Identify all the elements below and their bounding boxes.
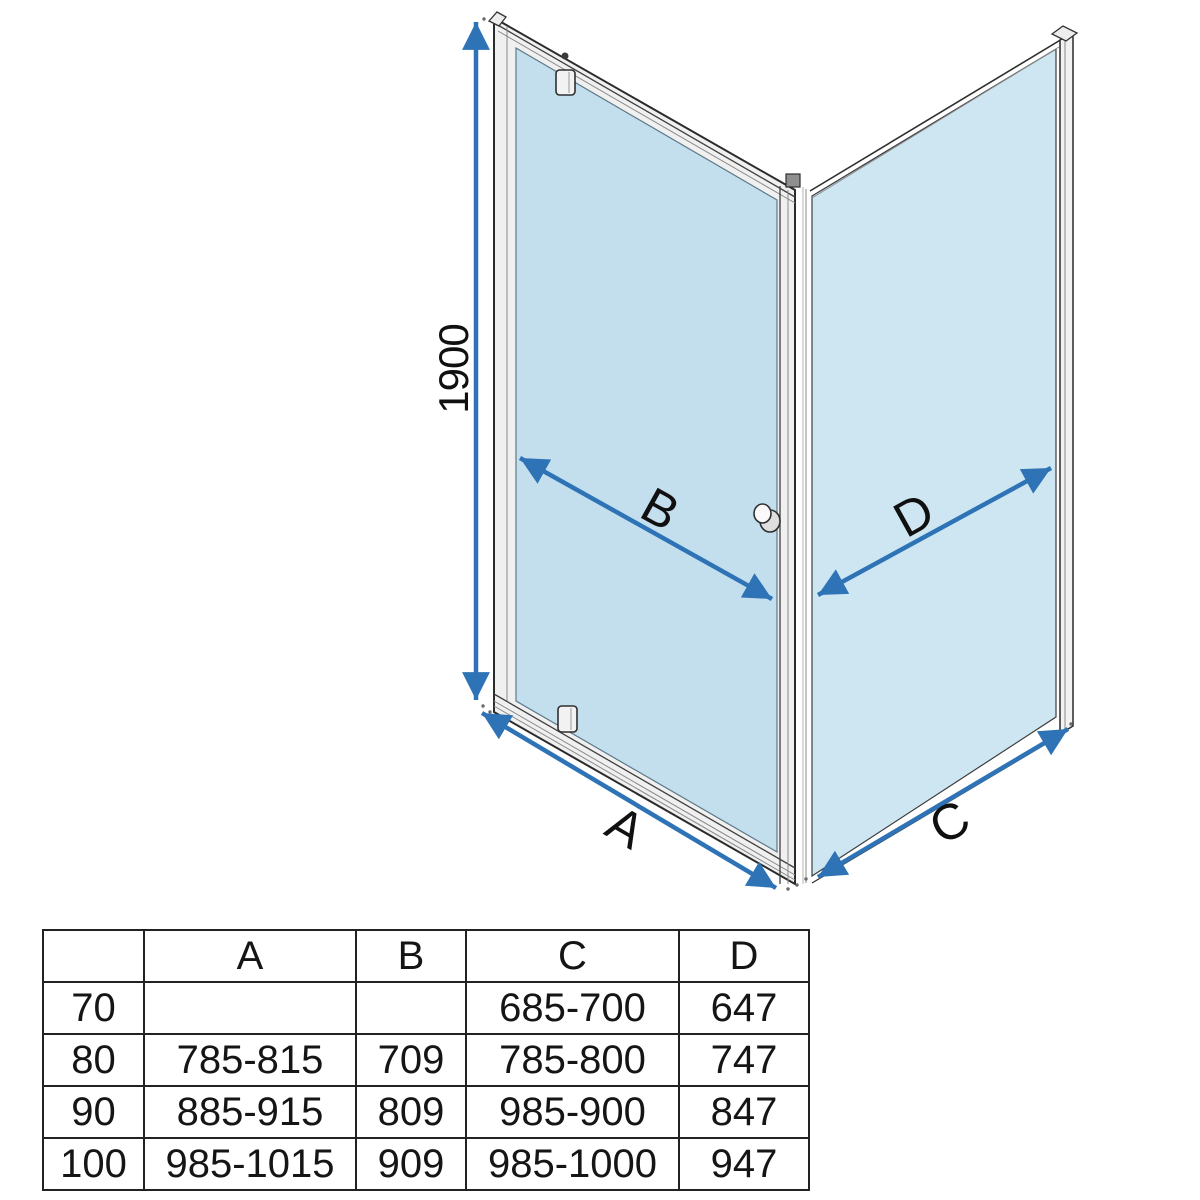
cell-b: 709 bbox=[355, 1033, 467, 1087]
side-top-corner-cap bbox=[1050, 25, 1079, 42]
cell-size: 70 bbox=[42, 981, 145, 1035]
cell-d: 847 bbox=[678, 1085, 810, 1139]
cell-c: 685-700 bbox=[465, 981, 680, 1035]
side-glass bbox=[811, 47, 1057, 878]
height-label: 1900 bbox=[430, 324, 477, 413]
leader-dots bbox=[481, 17, 1073, 891]
front-door-panel bbox=[487, 11, 796, 886]
cell-b: 909 bbox=[355, 1137, 467, 1191]
diagram-svg: 1900 B D A C bbox=[430, 11, 1079, 891]
door-top-corner-cap bbox=[487, 11, 507, 27]
cell-size: 90 bbox=[42, 1085, 145, 1139]
top-wall-bracket bbox=[555, 69, 576, 96]
cell-c: 985-1000 bbox=[465, 1137, 680, 1191]
cell-size: 100 bbox=[42, 1137, 145, 1191]
table-row: 70 685-700 647 bbox=[42, 981, 810, 1035]
dimensions-table: A B C D 70 685-700 647 80 785-815 709 78… bbox=[42, 929, 810, 1191]
door-base-dimension-arrow bbox=[480, 711, 778, 890]
header-d: D bbox=[678, 929, 810, 983]
side-panel-edge-profile bbox=[1059, 30, 1074, 736]
cell-size: 80 bbox=[42, 1033, 145, 1087]
table-header-row: A B C D bbox=[42, 929, 810, 983]
cell-d: 947 bbox=[678, 1137, 810, 1191]
cell-c: 985-900 bbox=[465, 1085, 680, 1139]
cell-d: 647 bbox=[678, 981, 810, 1035]
dimension-arrows bbox=[462, 22, 1070, 890]
cell-c: 785-800 bbox=[465, 1033, 680, 1087]
cell-b bbox=[355, 981, 467, 1035]
side-panel bbox=[802, 25, 1079, 884]
side-base-dimension-arrow bbox=[816, 727, 1070, 879]
header-b: B bbox=[355, 929, 467, 983]
door-base-label: A bbox=[597, 795, 654, 860]
header-a: A bbox=[143, 929, 357, 983]
corner-hinge-clamp bbox=[785, 173, 801, 188]
cell-a: 985-1015 bbox=[143, 1137, 357, 1191]
cell-a: 785-815 bbox=[143, 1033, 357, 1087]
screw-icon bbox=[561, 52, 569, 60]
table-row: 80 785-815 709 785-800 747 bbox=[42, 1033, 810, 1087]
shower-enclosure-diagram: 1900 B D A C bbox=[430, 11, 1079, 891]
table-row: 90 885-915 809 985-900 847 bbox=[42, 1085, 810, 1139]
header-c: C bbox=[465, 929, 680, 983]
cell-d: 747 bbox=[678, 1033, 810, 1087]
cell-b: 809 bbox=[355, 1085, 467, 1139]
side-width-dimension-arrow bbox=[816, 466, 1053, 597]
header-size bbox=[42, 929, 145, 983]
table-row: 100 985-1015 909 985-1000 947 bbox=[42, 1137, 810, 1191]
door-width-dimension-arrow bbox=[518, 456, 774, 601]
bottom-bracket bbox=[557, 705, 578, 733]
cell-a bbox=[143, 981, 357, 1035]
cell-a: 885-915 bbox=[143, 1085, 357, 1139]
door-glass bbox=[515, 46, 778, 854]
